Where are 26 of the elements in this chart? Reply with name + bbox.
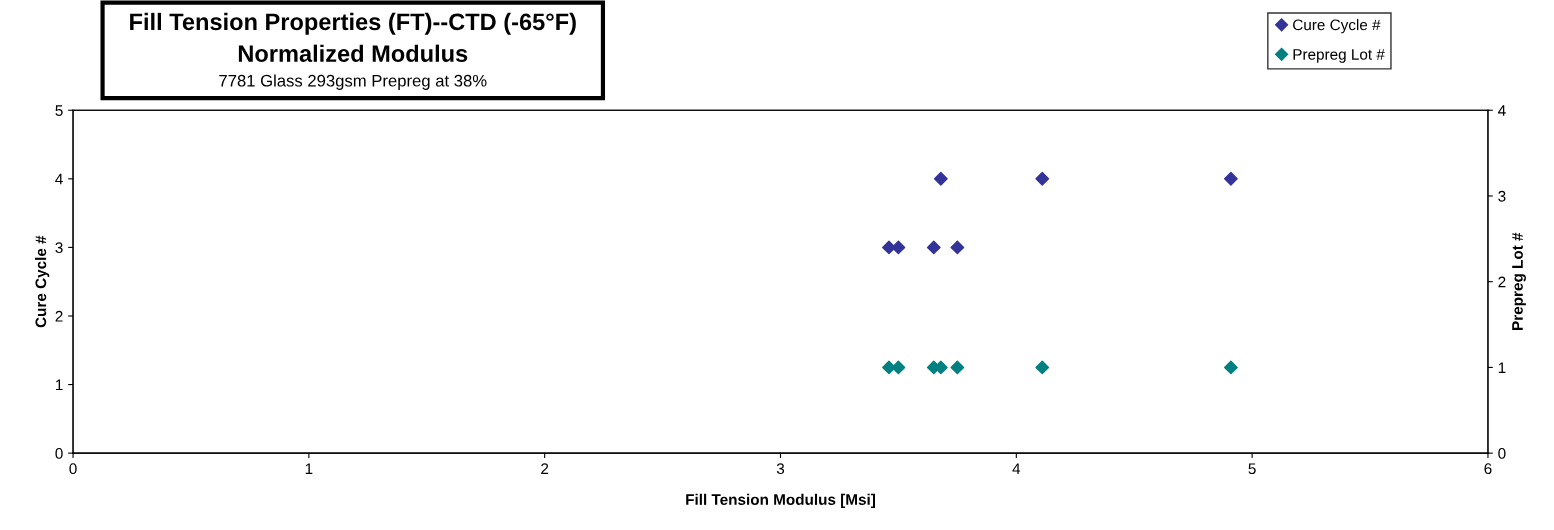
y2-tick-label: 3 <box>1498 190 1506 202</box>
y2-tick-label: 4 <box>1498 105 1506 116</box>
x-tick-label: 2 <box>541 463 549 474</box>
chart-subtitle: Normalized Modulus <box>238 44 468 62</box>
y2-tick-label: 1 <box>1498 362 1506 373</box>
x-axis-title: Fill Tension Modulus [Msi] <box>686 493 875 509</box>
y-tick-label: 2 <box>55 310 63 322</box>
x-tick-label: 6 <box>1484 463 1492 475</box>
y2-axis-title: Prepreg Lot # <box>1512 232 1526 330</box>
legend-label: Cure Cycle # <box>1293 19 1381 34</box>
y-axis-title: Cure Cycle # <box>35 235 50 328</box>
y-tick-label: 5 <box>55 105 63 116</box>
y2-tick-label: 0 <box>1498 448 1506 459</box>
y-tick-label: 0 <box>55 448 63 459</box>
text: 7781 Glass 293gsm Prepreg at 38% <box>219 74 487 90</box>
x-tick-label: 5 <box>1248 463 1256 475</box>
x-tick-label: 1 <box>305 463 313 474</box>
x-tick-label: 3 <box>776 463 785 475</box>
y-tick-label: 4 <box>55 173 63 185</box>
x-tick-label: 0 <box>69 463 77 475</box>
y2-tick-label: 2 <box>1498 276 1506 288</box>
x-tick-label: 4 <box>1012 463 1021 474</box>
chart-title: Fill Tension Properties (FT)--CTD (-65°F) <box>130 12 576 35</box>
y-tick-label: 3 <box>55 242 63 254</box>
y-tick-label: 1 <box>55 379 63 391</box>
legend-label: Prepreg Lot # <box>1293 49 1385 63</box>
